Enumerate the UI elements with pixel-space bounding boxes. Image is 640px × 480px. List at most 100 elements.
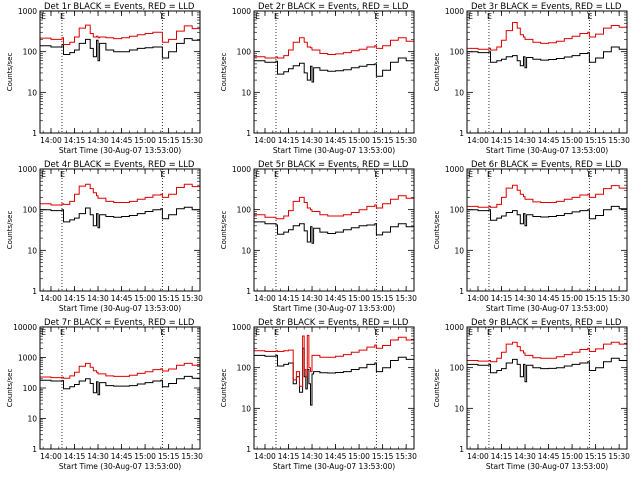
chart-panel-3: Det 3r BLACK = Events, RED = LLD 1 10 100 10…	[433, 2, 630, 155]
plot-frame	[253, 326, 415, 450]
x-axis-title: Start Time (30-Aug-07 13:53:00)	[59, 146, 181, 155]
y-tick-label: 1	[246, 287, 251, 296]
panel-title: Det 3r BLACK = Events, RED = LLD	[471, 2, 622, 12]
x-tick-label: 14:45	[111, 294, 133, 303]
panel-title: Det 7r BLACK = Events, RED = LLD	[44, 318, 195, 328]
panel-title: Det 6r BLACK = Events, RED = LLD	[471, 160, 622, 170]
x-tick-label: 14:30	[514, 294, 536, 303]
y-tick-label: 1	[459, 445, 464, 454]
y-tick-label: 1000	[445, 323, 464, 332]
plot-frame	[39, 326, 201, 450]
x-tick-label: 14:15	[278, 452, 300, 461]
y-tick-label: 1	[246, 445, 251, 454]
x-tick-label: 14:15	[491, 294, 513, 303]
x-tick-label: 14:00	[467, 452, 489, 461]
x-axis-title: Start Time (30-Aug-07 13:53:00)	[486, 462, 608, 471]
x-tick-label: 15:00	[348, 136, 370, 145]
x-tick-label: 14:30	[301, 452, 323, 461]
event-marker-flag: E	[274, 12, 279, 21]
event-marker-flag: E	[274, 170, 279, 179]
y-axis-title: Counts/sec	[220, 211, 228, 250]
y-tick-label: 100	[23, 384, 38, 393]
x-tick-label: 15:30	[395, 452, 417, 461]
x-tick-label: 14:00	[467, 294, 489, 303]
x-tick-label: 15:15	[585, 294, 607, 303]
y-tick-label: 100	[450, 364, 465, 373]
series-line-events	[467, 205, 628, 227]
x-tick-label: 14:30	[301, 136, 323, 145]
x-tick-label: 14:30	[514, 136, 536, 145]
series-line-events	[467, 357, 628, 383]
event-marker-flag: E	[374, 170, 379, 179]
event-marker-flag: E	[60, 12, 65, 21]
x-tick-label: 14:00	[254, 136, 276, 145]
x-tick-label: 15:30	[608, 294, 630, 303]
chart-panel-6: Det 6r BLACK = Events, RED = LLD 1 10 100 10…	[433, 160, 630, 313]
y-tick-label: 1	[459, 287, 464, 296]
x-tick-label: 15:00	[134, 136, 156, 145]
x-tick-label: 15:30	[181, 294, 203, 303]
x-tick-label: 14:30	[87, 136, 109, 145]
event-marker-flag: E	[487, 328, 492, 337]
panel-title: Det 9r BLACK = Events, RED = LLD	[471, 318, 622, 328]
y-tick-label: 1000	[232, 7, 251, 16]
x-tick-label: 14:00	[254, 294, 276, 303]
y-tick-label: 10	[454, 88, 464, 97]
x-tick-label: 14:15	[278, 294, 300, 303]
x-tick-label: 14:15	[64, 136, 86, 145]
y-tick-label: 1	[459, 129, 464, 138]
y-tick-label: 100	[450, 48, 465, 57]
panel-corner-flag: E	[41, 328, 46, 337]
y-tick-label: 1000	[445, 165, 464, 174]
x-tick-label: 15:30	[608, 452, 630, 461]
y-tick-label: 100	[237, 48, 252, 57]
event-marker-flag: E	[160, 328, 165, 337]
series-line-lld	[254, 195, 415, 220]
series-line-lld	[467, 184, 628, 208]
y-tick-label: 100	[23, 48, 38, 57]
x-tick-label: 14:45	[111, 136, 133, 145]
chart-panel-5: Det 5r BLACK = Events, RED = LLD 1 10 100 10…	[220, 160, 417, 313]
y-axis-title: Counts/sec	[6, 53, 14, 92]
event-marker-flag: E	[587, 12, 592, 21]
x-tick-label: 14:30	[301, 294, 323, 303]
x-tick-label: 14:00	[467, 136, 489, 145]
series-line-lld	[467, 22, 628, 51]
x-tick-label: 14:00	[254, 452, 276, 461]
y-axis-title: Counts/sec	[6, 369, 14, 408]
series-line-events	[467, 46, 628, 69]
series-line-lld	[254, 37, 415, 59]
series-line-events	[254, 347, 415, 406]
event-marker-flag: E	[274, 328, 279, 337]
chart-panel-4: Det 4r BLACK = Events, RED = LLD 1 10 100 10…	[6, 160, 203, 313]
plot-frame	[39, 10, 201, 134]
plot-frame	[466, 10, 628, 134]
x-tick-label: 14:00	[40, 136, 62, 145]
y-tick-label: 1000	[232, 323, 251, 332]
y-tick-label: 10	[241, 88, 251, 97]
y-tick-label: 10	[27, 246, 37, 255]
x-tick-label: 14:45	[538, 136, 560, 145]
chart-panel-7: Det 7r BLACK = Events, RED = LLD 1 10 100 10…	[6, 318, 203, 471]
plot-frame	[253, 168, 415, 292]
chart-panel-1: Det 1r BLACK = Events, RED = LLD 1 10 100 10…	[6, 2, 203, 155]
x-axis-title: Start Time (30-Aug-07 13:53:00)	[59, 462, 181, 471]
y-tick-label: 10	[241, 404, 251, 413]
x-tick-label: 15:30	[181, 452, 203, 461]
y-tick-label: 1	[32, 129, 37, 138]
y-tick-label: 10	[27, 88, 37, 97]
event-marker-flag: E	[160, 12, 165, 21]
event-marker-flag: E	[374, 12, 379, 21]
panel-corner-flag: E	[41, 170, 46, 179]
x-axis-title: Start Time (30-Aug-07 13:53:00)	[486, 146, 608, 155]
series-line-events	[254, 57, 415, 83]
y-axis-title: Counts/sec	[433, 369, 441, 408]
event-marker-flag: E	[587, 328, 592, 337]
panel-title: Det 5r BLACK = Events, RED = LLD	[258, 160, 409, 170]
x-tick-label: 15:00	[561, 452, 583, 461]
y-tick-label: 100	[237, 206, 252, 215]
panel-title: Det 1r BLACK = Events, RED = LLD	[44, 2, 195, 12]
x-tick-label: 14:45	[111, 452, 133, 461]
panel-corner-flag: E	[255, 328, 260, 337]
chart-panel-9: Det 9r BLACK = Events, RED = LLD 1 10 100 10…	[433, 318, 630, 471]
